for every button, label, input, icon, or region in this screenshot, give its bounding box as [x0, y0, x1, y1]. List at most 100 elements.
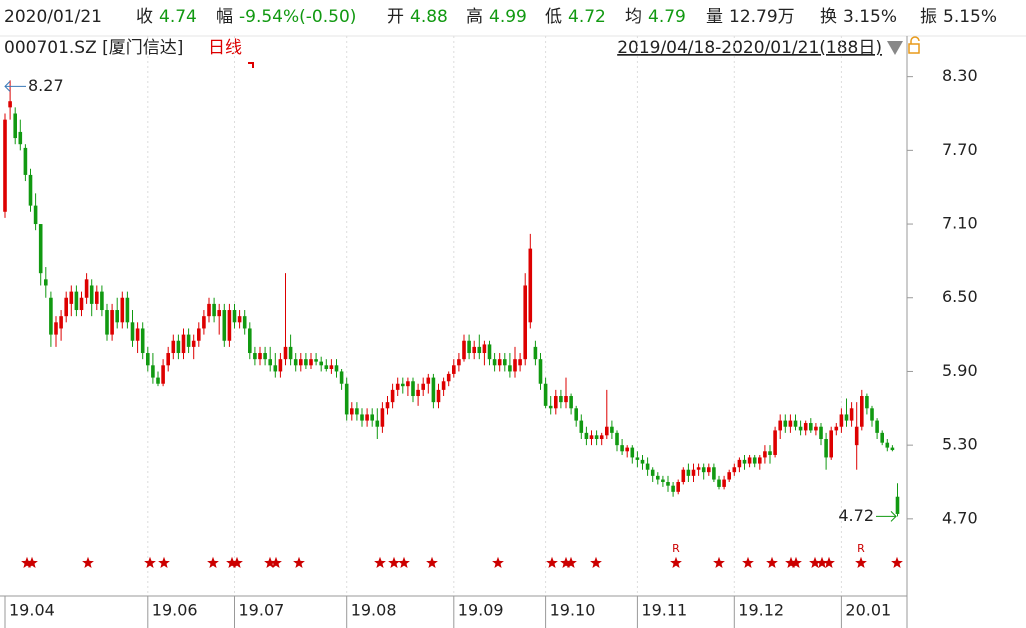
field-label: 开 [387, 7, 404, 27]
candle-body [375, 420, 380, 427]
field-value: 3.15% [843, 7, 897, 27]
event-star [270, 556, 282, 568]
candle-body [503, 359, 507, 366]
candle-body [865, 396, 869, 409]
field-value: 4.72 [568, 7, 606, 27]
candle-body [615, 432, 619, 446]
period[interactable]: 日线 [208, 38, 242, 58]
min-arrow-head [890, 511, 897, 522]
candle-body [747, 457, 752, 464]
candle-body [707, 467, 711, 473]
candle-body [584, 432, 589, 440]
candle-body [64, 297, 68, 317]
candle-body [839, 414, 844, 427]
candle-body [283, 346, 288, 360]
candle-body [299, 359, 303, 366]
candle-body [54, 322, 58, 335]
candle-body [120, 297, 125, 323]
field-label: 高 [466, 7, 483, 27]
candle-body [620, 445, 624, 452]
y-tick-label: 7.70 [942, 140, 978, 159]
candle-body [171, 340, 176, 354]
x-tick-label: 19.08 [351, 601, 397, 620]
corner-mark [248, 62, 254, 68]
candle-body [84, 279, 89, 298]
candle-body [33, 205, 38, 225]
event-star [21, 556, 33, 568]
event-star [670, 556, 682, 568]
range-dropdown[interactable] [887, 41, 903, 55]
y-tick-label: 5.90 [942, 361, 978, 380]
candle-body [650, 469, 655, 476]
candle-body [467, 340, 471, 354]
candle-body [875, 420, 879, 433]
candle-body [421, 383, 425, 390]
candle-body [497, 359, 502, 366]
field-label: 收 [136, 7, 153, 27]
candle-body [630, 447, 635, 458]
candle-body [202, 316, 206, 329]
x-tick-label: 20.01 [845, 601, 891, 620]
x-tick-label: 19.12 [738, 601, 784, 620]
candle-body [314, 359, 318, 362]
candle-body [278, 359, 283, 372]
candle-body [533, 346, 538, 360]
candle-body [671, 485, 675, 492]
candle-body [334, 365, 339, 372]
event-star [374, 556, 386, 568]
candle-body [538, 359, 543, 384]
candle-body [222, 310, 227, 341]
lock-icon[interactable] [908, 43, 920, 54]
candle-body [727, 472, 731, 480]
candle-body [441, 381, 446, 390]
candle-body [849, 408, 854, 421]
candle-body [8, 101, 12, 108]
candle-body [452, 365, 456, 374]
candle-body [554, 396, 558, 409]
event-label: R [672, 542, 680, 555]
candle-body [513, 359, 517, 372]
candle-body [18, 131, 23, 145]
candle-body [508, 365, 512, 372]
candle-body [462, 340, 466, 360]
candle-body [610, 426, 614, 433]
candle-body [49, 297, 53, 335]
candle-body [74, 291, 79, 311]
candle-body [482, 344, 487, 354]
event-star [426, 556, 438, 568]
event-star [398, 556, 410, 568]
x-tick-label: 19.11 [641, 601, 687, 620]
candle-body [798, 426, 803, 431]
event-star [855, 556, 867, 568]
candle-body [783, 420, 788, 427]
candle-body [59, 316, 63, 329]
candle-body [390, 389, 395, 403]
candle-body [319, 361, 323, 366]
candle-body [686, 469, 691, 476]
candle-body [814, 426, 818, 431]
candle-body [13, 113, 17, 139]
candle-body [130, 322, 135, 341]
candle-body [635, 457, 640, 460]
candle-body [248, 328, 252, 354]
x-tick-label: 19.04 [9, 601, 55, 620]
candle-body [594, 435, 599, 440]
candle-body [151, 365, 155, 378]
candle-body [752, 457, 757, 464]
candle-body [125, 297, 130, 323]
candle-body [105, 310, 109, 335]
candle-body [844, 414, 849, 421]
candle-body [732, 467, 737, 473]
candle-body [191, 340, 196, 347]
date-range[interactable]: 2019/04/18-2020/01/21(188日) [617, 38, 882, 58]
candle-body [528, 248, 533, 323]
field-value: -9.54%(-0.50) [239, 7, 356, 27]
candle-body [880, 432, 884, 443]
candle-body [742, 459, 747, 464]
candle-body [640, 459, 645, 464]
candle-body [472, 346, 476, 354]
candle-body [436, 389, 441, 403]
candle-body [717, 479, 721, 487]
event-star [388, 556, 400, 568]
